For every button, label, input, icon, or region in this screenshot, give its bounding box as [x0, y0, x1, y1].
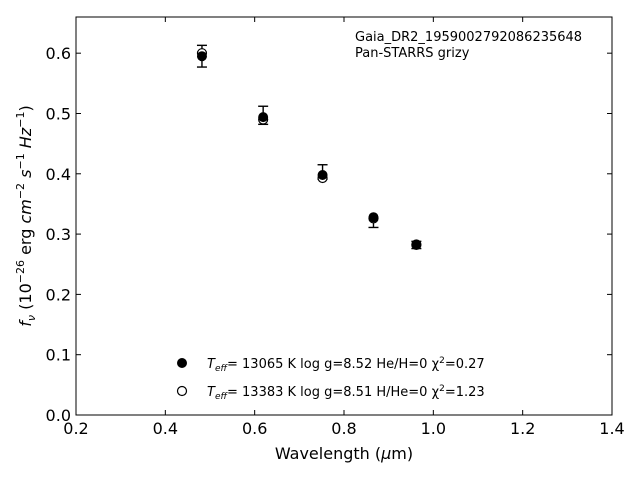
- y-tick-label: 0.4: [46, 165, 71, 184]
- legend: Teff= 13065 K log g=8.52 He/H=0 χ2=0.27 …: [176, 356, 485, 402]
- y-tick-label: 0.5: [46, 104, 71, 123]
- annotation-survey: Pan-STARRS grizy: [355, 46, 470, 61]
- axis-ticks: 0.2 0.4 0.6 0.8 1.0 1.2 1.4 0.0 0.1 0.2 0.3 0.4 0.5 0…: [46, 17, 625, 438]
- plot-frame: [75, 16, 613, 416]
- y-tick-label: 0.0: [46, 406, 71, 425]
- model-point-filled: [196, 51, 207, 62]
- y-tick-label: 0.6: [46, 44, 71, 63]
- x-axis-label: Wavelength (μm): [275, 444, 413, 463]
- data-marks: [196, 44, 422, 251]
- y-tick-label: 0.3: [46, 225, 71, 244]
- x-tick-label: 0.6: [242, 419, 267, 438]
- x-tick-label: 0.4: [153, 419, 178, 438]
- x-tick-label: 1.4: [599, 419, 624, 438]
- model-point-filled: [411, 239, 422, 250]
- x-tick-label: 0.2: [63, 419, 88, 438]
- annotation-object-name: Gaia_DR2_1959002792086235648: [355, 30, 582, 45]
- legend-marker-filled: [177, 358, 187, 368]
- model-point-filled: [258, 112, 269, 123]
- x-tick-label: 1.2: [510, 419, 535, 438]
- y-tick-label: 0.1: [46, 346, 71, 365]
- y-tick-label: 0.2: [46, 285, 71, 304]
- x-tick-label: 0.8: [331, 419, 356, 438]
- x-tick-label: 1.0: [421, 419, 446, 438]
- y-axis-label: fν (10−26 erg cm−2 s−1 Hz−1): [14, 105, 38, 326]
- legend-label-filled: Teff= 13065 K log g=8.52 He/H=0 χ2=0.27: [207, 356, 485, 374]
- model-point-filled: [317, 169, 328, 180]
- legend-marker-open: [176, 385, 188, 397]
- model-point-filled: [368, 212, 379, 223]
- legend-label-open: Teff= 13383 K log g=8.51 H/He=0 χ2=1.23: [207, 384, 485, 402]
